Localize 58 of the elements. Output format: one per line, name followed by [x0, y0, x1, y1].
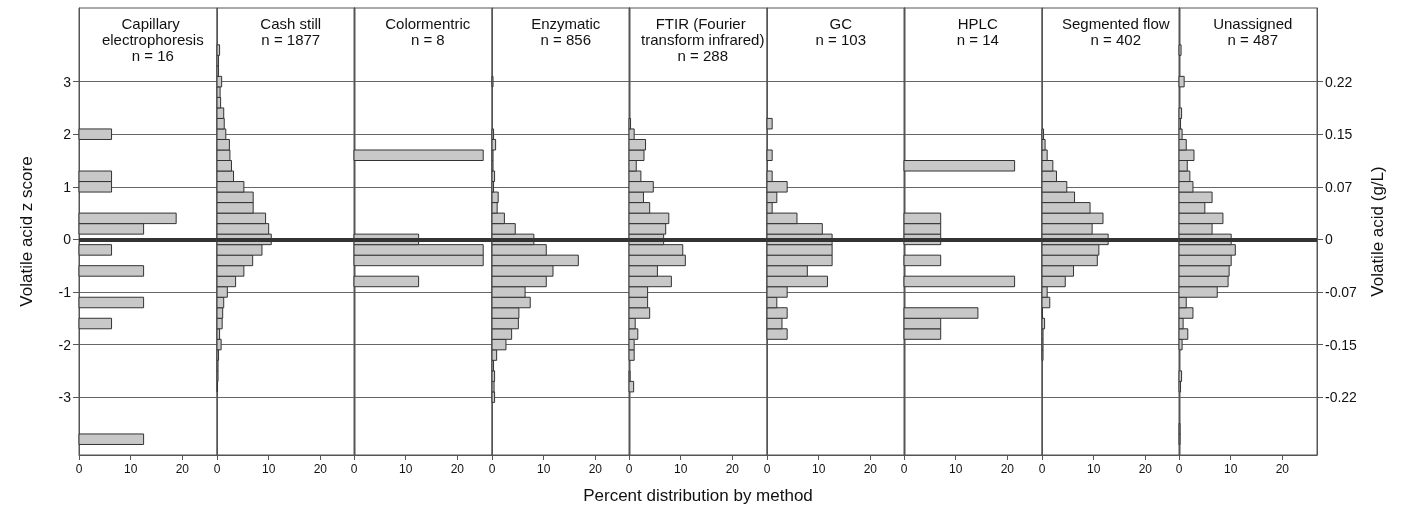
x-axis-title: Percent distribution by method — [583, 486, 814, 505]
x-tick-label: 10 — [536, 462, 551, 476]
y-tick-label: 2 — [63, 126, 72, 143]
x-tick-label: 0 — [488, 462, 496, 476]
y2-tick-label: 0 — [1325, 231, 1334, 248]
x-tick-label: 0 — [625, 462, 633, 476]
y2-axis-title: Volatile acid (g/L) — [1368, 166, 1388, 297]
x-tick-label: 20 — [863, 462, 878, 476]
x-tick-label: 20 — [175, 462, 190, 476]
x-tick-label: 0 — [350, 462, 358, 476]
y-tick-label: -1 — [58, 283, 72, 300]
y2-tick-label: 0.07 — [1325, 178, 1353, 195]
x-tick-label: 10 — [674, 462, 688, 476]
x-tick-label: 0 — [213, 462, 221, 476]
x-tick-label: 20 — [725, 462, 740, 476]
x-tick-label: 20 — [1276, 462, 1290, 476]
x-tick-label: 20 — [1138, 462, 1153, 476]
x-tick-label: 20 — [313, 462, 327, 476]
y-tick-label: 1 — [63, 178, 72, 195]
x-tick-label: 20 — [588, 462, 603, 476]
chart-title: Enzymatic — [530, 14, 601, 32]
x-tick-label: 0 — [1176, 462, 1184, 476]
text: n = 402 — [1090, 30, 1141, 48]
text: n = 8 — [411, 30, 445, 48]
y2-tick-label: 0.22 — [1325, 73, 1353, 90]
chart-title: Segmented flow — [1061, 14, 1170, 32]
chart-title: HPLC — [958, 14, 999, 32]
x-tick-label: 10 — [811, 462, 826, 476]
text: n = 14 — [957, 30, 1000, 48]
x-tick-label: 10 — [399, 462, 413, 476]
x-tick-label: 10 — [1086, 462, 1101, 476]
chart-title: Unassigned — [1213, 14, 1293, 32]
x-tick-label: 10 — [1224, 462, 1239, 476]
chart-title: GC — [829, 14, 852, 32]
text: n = 103 — [815, 30, 866, 48]
y2-tick-label: 0.15 — [1325, 126, 1353, 143]
y2-tick-label: -0.07 — [1325, 283, 1358, 300]
y-tick-label: -3 — [58, 389, 72, 406]
x-tick-label: 0 — [900, 462, 908, 476]
y2-tick-label: -0.22 — [1325, 389, 1358, 406]
x-tick-label: 10 — [261, 462, 276, 476]
text: FTIR (Fourier transform infrared) — [641, 14, 765, 48]
y-axis-title: Volatile acid z score — [17, 156, 36, 307]
x-tick-label: 10 — [949, 462, 964, 476]
text: n = 1877 — [260, 30, 320, 48]
y2-tick-label: -0.15 — [1325, 336, 1358, 353]
y-tick-label: 0 — [63, 231, 72, 248]
x-tick-label: 20 — [450, 462, 465, 476]
y-tick-label: 3 — [63, 73, 72, 90]
x-tick-label: 20 — [1001, 462, 1015, 476]
chart-title: Cash still — [259, 14, 321, 32]
x-tick-label: 0 — [763, 462, 771, 476]
text: n = 288 — [677, 46, 729, 64]
x-tick-label: 10 — [124, 462, 138, 476]
y-tick-label: -2 — [58, 336, 72, 353]
chart-title: Colormentric — [385, 14, 471, 32]
x-tick-label: 0 — [75, 462, 83, 476]
x-tick-label: 0 — [1038, 462, 1046, 476]
